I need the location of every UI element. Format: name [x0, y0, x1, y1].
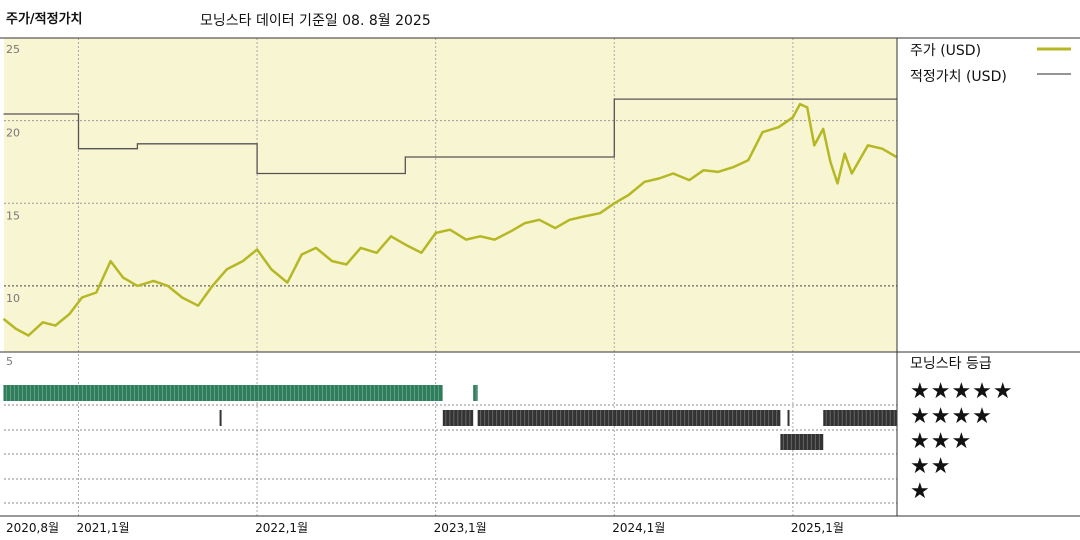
rating-4-stars: ★★★★ — [910, 404, 993, 429]
x-tick-label: 2023,1월 — [434, 521, 487, 535]
rating-segment-5 — [473, 385, 478, 401]
price-line — [2, 102, 898, 337]
legend-swatches — [1037, 47, 1071, 75]
rating-segment-4 — [477, 410, 781, 426]
y-tick-label: 10 — [6, 292, 20, 305]
chart-left-title: 주가/적정가치 — [6, 12, 83, 27]
rating-segment-4 — [787, 410, 790, 426]
rating-axis-top-label: 5 — [6, 355, 13, 368]
x-tick-label: 2024,1월 — [612, 521, 665, 535]
y-tick-label: 25 — [6, 43, 20, 56]
legend-price: 주가 (USD) — [910, 40, 981, 60]
legend-fair-value-label: 적정가치 (USD) — [910, 69, 1007, 85]
price-plot-background — [4, 38, 897, 352]
legend-price-label: 주가 (USD) — [910, 43, 982, 59]
legend-fair-value: 적정가치 (USD) — [910, 66, 1007, 86]
rating-segment-4 — [823, 410, 897, 426]
rating-segment-4 — [219, 410, 222, 426]
fair-value-line — [3, 98, 897, 175]
x-tick-label: 2025,1월 — [791, 521, 844, 535]
rating-panel-title: 모닝스타 등급 — [910, 356, 992, 372]
data-date-subtitle: 모닝스타 데이터 기준일 08. 8월 2025 — [200, 13, 431, 29]
y-tick-label: 15 — [6, 209, 20, 222]
rating-segment-3 — [780, 434, 824, 450]
x-tick-label: 2022,1월 — [255, 521, 308, 535]
rating-segment-4 — [442, 410, 474, 426]
x-tick-label: 2021,1월 — [76, 521, 129, 535]
rating-1-star: ★ — [910, 479, 931, 504]
rating-segment-5 — [3, 385, 443, 401]
rating-5-stars: ★★★★★ — [910, 379, 1014, 404]
x-tick-label: 2020,8월 — [6, 521, 59, 535]
rating-3-stars: ★★★ — [910, 429, 973, 454]
y-tick-label: 20 — [6, 127, 20, 140]
rating-2-stars: ★★ — [910, 454, 952, 479]
